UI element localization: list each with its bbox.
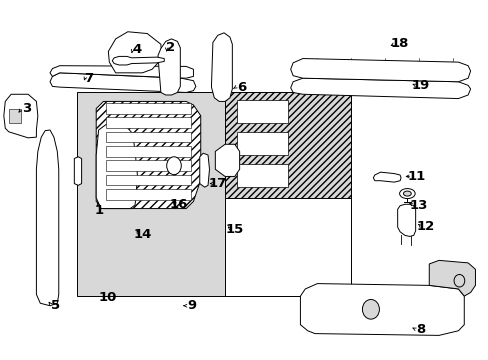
Bar: [106, 103, 191, 114]
Polygon shape: [112, 57, 164, 65]
Text: 12: 12: [415, 220, 434, 233]
Text: 4: 4: [133, 43, 142, 56]
Polygon shape: [96, 102, 201, 208]
Polygon shape: [224, 198, 351, 296]
Text: 3: 3: [22, 102, 31, 115]
Ellipse shape: [166, 157, 181, 175]
Bar: [106, 175, 191, 185]
Polygon shape: [290, 59, 469, 82]
Polygon shape: [200, 153, 209, 187]
Text: 10: 10: [98, 291, 116, 305]
Text: 15: 15: [225, 223, 244, 236]
Bar: [106, 189, 191, 200]
Polygon shape: [211, 33, 232, 102]
Polygon shape: [50, 66, 193, 78]
Bar: [106, 117, 191, 128]
Polygon shape: [50, 73, 196, 93]
Ellipse shape: [453, 274, 464, 287]
Polygon shape: [108, 32, 162, 73]
Text: 6: 6: [237, 81, 246, 94]
Text: 17: 17: [208, 177, 226, 190]
Ellipse shape: [403, 191, 410, 196]
Text: 16: 16: [169, 198, 188, 211]
Text: 19: 19: [410, 79, 429, 92]
Polygon shape: [215, 144, 239, 176]
Text: 5: 5: [51, 299, 61, 312]
Polygon shape: [300, 284, 463, 336]
Polygon shape: [96, 123, 137, 208]
Text: 7: 7: [84, 72, 93, 85]
Polygon shape: [74, 157, 81, 185]
Bar: [106, 132, 191, 143]
Text: 13: 13: [408, 198, 427, 212]
Text: 2: 2: [166, 41, 175, 54]
Polygon shape: [397, 204, 415, 237]
Bar: [106, 160, 191, 171]
Polygon shape: [237, 164, 287, 187]
Ellipse shape: [362, 300, 379, 319]
Ellipse shape: [399, 189, 414, 199]
Polygon shape: [290, 78, 469, 99]
Text: 14: 14: [133, 228, 151, 241]
Polygon shape: [36, 130, 59, 306]
Bar: [77, 93, 351, 296]
Bar: [106, 146, 191, 157]
Text: 1: 1: [94, 204, 103, 217]
Polygon shape: [237, 132, 287, 155]
Text: 8: 8: [415, 323, 424, 336]
Polygon shape: [224, 93, 351, 198]
Polygon shape: [237, 100, 287, 123]
Polygon shape: [4, 94, 38, 138]
Polygon shape: [428, 260, 474, 296]
Text: 18: 18: [390, 37, 408, 50]
Text: 9: 9: [187, 299, 196, 312]
Polygon shape: [9, 109, 21, 123]
Polygon shape: [372, 172, 400, 182]
Text: 11: 11: [407, 170, 426, 183]
Polygon shape: [158, 39, 180, 95]
